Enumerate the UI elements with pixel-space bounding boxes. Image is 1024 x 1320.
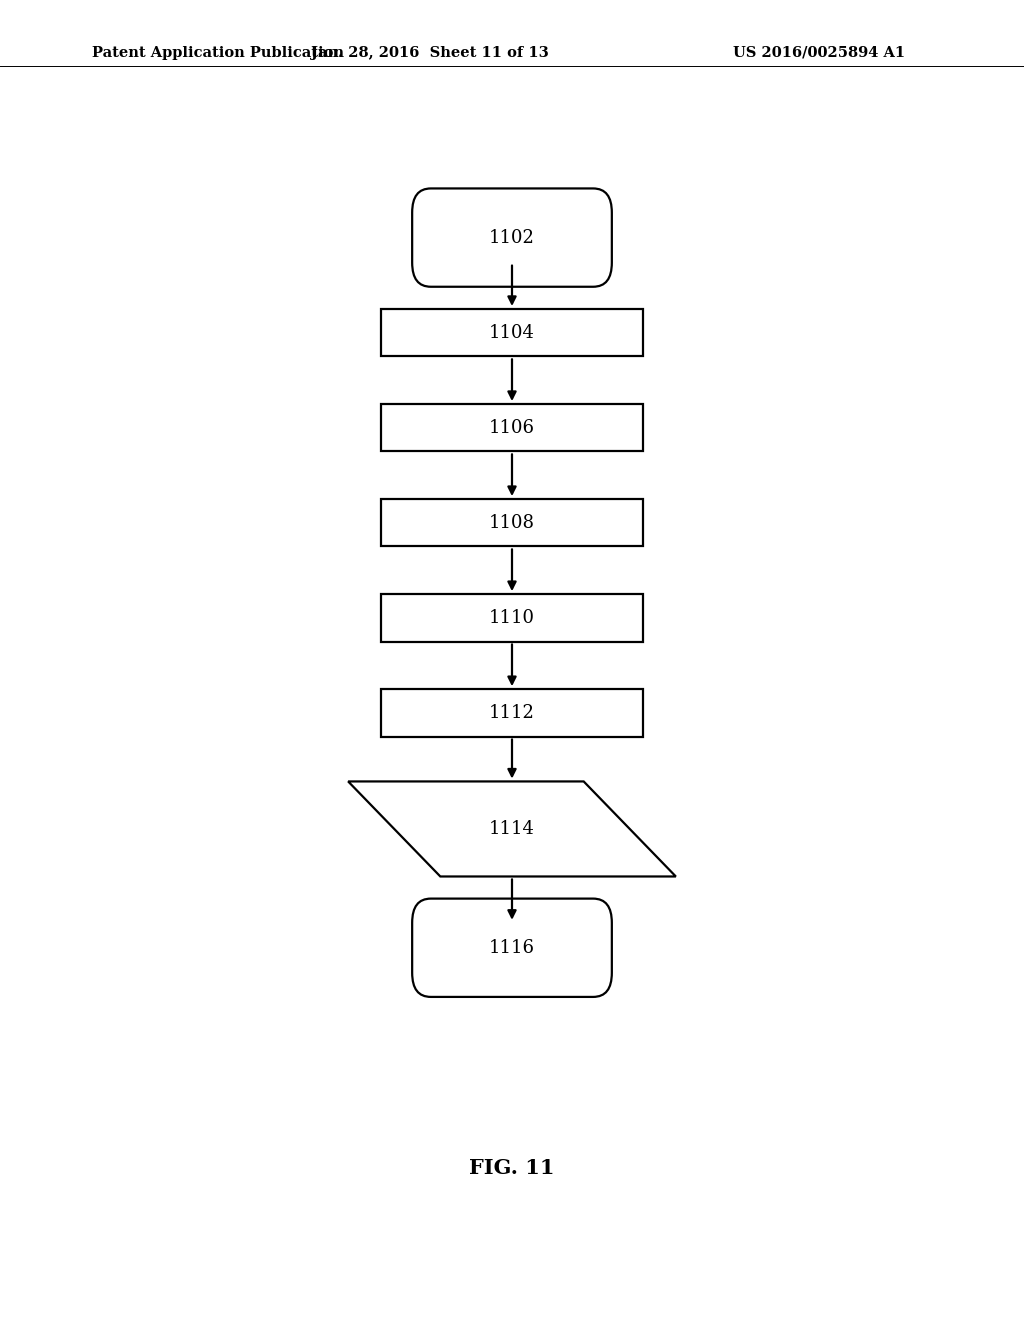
Polygon shape xyxy=(348,781,676,876)
Text: 1102: 1102 xyxy=(489,228,535,247)
Text: 1108: 1108 xyxy=(489,513,535,532)
Bar xyxy=(381,594,643,642)
Text: US 2016/0025894 A1: US 2016/0025894 A1 xyxy=(733,46,905,59)
Text: 1110: 1110 xyxy=(489,609,535,627)
Text: Jan. 28, 2016  Sheet 11 of 13: Jan. 28, 2016 Sheet 11 of 13 xyxy=(311,46,549,59)
Text: 1116: 1116 xyxy=(489,939,535,957)
Text: Patent Application Publication: Patent Application Publication xyxy=(92,46,344,59)
Text: 1112: 1112 xyxy=(489,704,535,722)
Bar xyxy=(381,309,643,356)
Bar xyxy=(381,689,643,737)
Text: 1104: 1104 xyxy=(489,323,535,342)
Text: 1114: 1114 xyxy=(489,820,535,838)
Text: 1106: 1106 xyxy=(489,418,535,437)
FancyBboxPatch shape xyxy=(412,899,611,997)
FancyBboxPatch shape xyxy=(412,189,611,286)
Bar xyxy=(381,404,643,451)
Bar xyxy=(381,499,643,546)
Text: FIG. 11: FIG. 11 xyxy=(469,1158,555,1179)
